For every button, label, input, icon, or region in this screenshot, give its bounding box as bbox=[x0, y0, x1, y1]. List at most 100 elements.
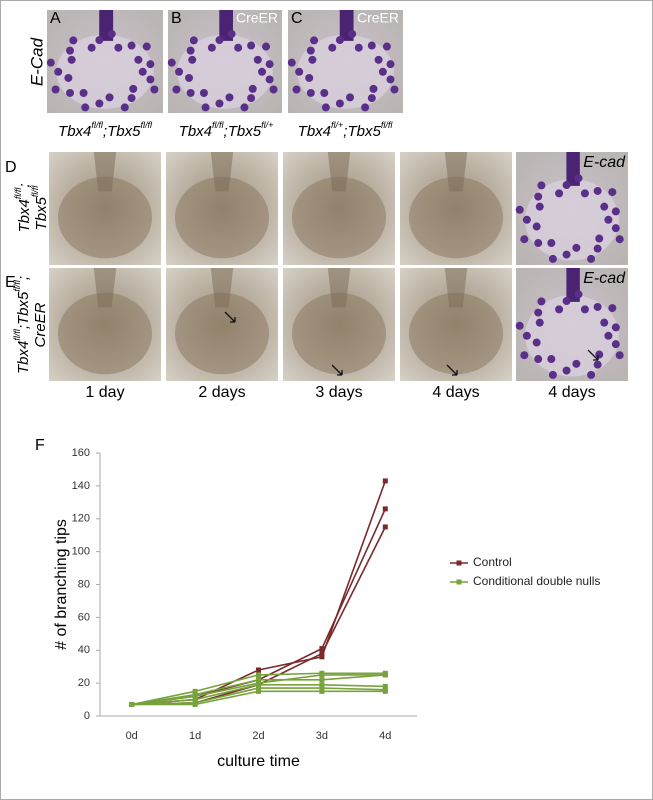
bud bbox=[64, 73, 73, 82]
text-part: Tbx4 bbox=[179, 123, 212, 140]
bud bbox=[382, 42, 391, 51]
bud bbox=[348, 29, 357, 38]
bud bbox=[185, 73, 194, 82]
bud bbox=[562, 366, 571, 375]
superscript: fl/fl bbox=[381, 120, 394, 130]
bud bbox=[608, 188, 617, 197]
x-tick-label: 2d bbox=[252, 730, 264, 742]
bud bbox=[215, 36, 224, 45]
bud bbox=[146, 75, 155, 84]
point bbox=[256, 667, 261, 673]
bud bbox=[595, 350, 604, 359]
bud bbox=[150, 85, 159, 94]
y-tick-label: 20 bbox=[78, 677, 90, 689]
point bbox=[319, 682, 325, 688]
bud bbox=[600, 202, 609, 211]
legend-label: Conditional double nulls bbox=[473, 574, 600, 588]
chart: 0 20 40 60 80 100 120 140 160 0d 1d 2d 3d 4d culture t… bbox=[53, 447, 600, 770]
bud bbox=[515, 205, 524, 214]
trachea bbox=[327, 152, 351, 192]
point bbox=[129, 701, 135, 707]
superscript: fl/+ bbox=[331, 120, 343, 130]
bud bbox=[608, 304, 617, 313]
bud bbox=[295, 67, 304, 76]
panel-letter: A bbox=[50, 10, 61, 27]
row-genotype: CreER bbox=[32, 302, 49, 347]
y-tick-label: 120 bbox=[72, 513, 90, 525]
bud bbox=[604, 215, 613, 224]
bud bbox=[305, 73, 314, 82]
y-tick-label: 40 bbox=[78, 644, 90, 656]
bud bbox=[310, 36, 319, 45]
bud bbox=[562, 250, 571, 259]
bud bbox=[593, 360, 602, 369]
bud bbox=[306, 46, 315, 55]
point bbox=[382, 524, 388, 530]
bud bbox=[378, 67, 387, 76]
tissue bbox=[174, 292, 270, 375]
point bbox=[382, 688, 388, 694]
bud bbox=[390, 85, 399, 94]
bud bbox=[138, 67, 147, 76]
bud bbox=[386, 75, 395, 84]
stain-label: E-cad bbox=[583, 154, 626, 171]
bud bbox=[227, 29, 236, 38]
tissue bbox=[57, 292, 153, 375]
bud bbox=[186, 88, 195, 97]
text-part: ;Tbx5 bbox=[343, 123, 381, 140]
superscript: fl/fl bbox=[212, 120, 225, 130]
bud bbox=[328, 43, 337, 52]
point bbox=[319, 651, 325, 657]
text-part: Tbx4 bbox=[15, 341, 32, 374]
bud bbox=[258, 67, 267, 76]
superscript: fl/fl bbox=[13, 187, 23, 200]
bud bbox=[207, 43, 216, 52]
bud bbox=[615, 235, 624, 244]
bud bbox=[292, 85, 301, 94]
bud bbox=[54, 67, 63, 76]
tissue bbox=[57, 176, 153, 259]
trachea bbox=[93, 268, 117, 308]
bud bbox=[248, 84, 257, 93]
bud bbox=[534, 308, 543, 317]
point bbox=[319, 672, 325, 678]
bud bbox=[287, 58, 296, 67]
panel-letter: F bbox=[35, 437, 45, 454]
day-label: 4 days bbox=[432, 384, 479, 401]
bud bbox=[537, 297, 546, 306]
bud bbox=[615, 351, 624, 360]
trachea bbox=[93, 152, 117, 192]
text-part: Tbx4 bbox=[298, 123, 331, 140]
bud bbox=[574, 174, 583, 183]
bud bbox=[572, 359, 581, 368]
point bbox=[256, 677, 261, 683]
point bbox=[382, 478, 388, 484]
bud bbox=[547, 239, 556, 248]
superscript: fl/fl bbox=[30, 185, 40, 198]
bud bbox=[321, 103, 330, 112]
bud bbox=[537, 181, 546, 190]
bud bbox=[66, 46, 75, 55]
trachea bbox=[444, 268, 468, 308]
text-part: ; bbox=[15, 276, 32, 280]
bud bbox=[515, 321, 524, 330]
y-tick-label: 0 bbox=[84, 710, 90, 722]
tissue bbox=[291, 176, 387, 259]
bud bbox=[142, 42, 151, 51]
bud bbox=[611, 224, 620, 233]
bud bbox=[69, 36, 78, 45]
point bbox=[256, 680, 261, 686]
bud bbox=[580, 305, 589, 314]
bud bbox=[611, 340, 620, 349]
bud bbox=[611, 207, 620, 216]
x-tick-label: 4d bbox=[379, 730, 391, 742]
point bbox=[192, 697, 198, 703]
bud bbox=[253, 55, 262, 64]
text-part: ;Tbx5 bbox=[103, 123, 141, 140]
bud bbox=[522, 215, 531, 224]
tissue bbox=[174, 176, 270, 259]
bud bbox=[374, 55, 383, 64]
point bbox=[192, 688, 198, 694]
